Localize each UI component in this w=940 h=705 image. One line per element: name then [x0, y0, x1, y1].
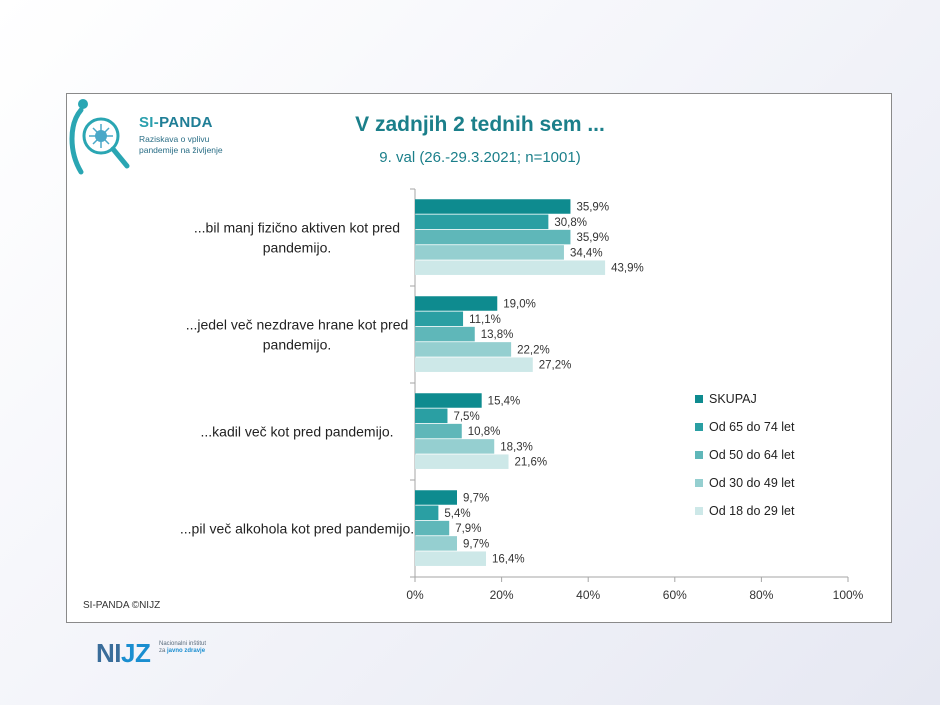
- bar: [415, 342, 512, 357]
- bar: [415, 357, 533, 372]
- chart-title: V zadnjih 2 tednih sem ...: [355, 113, 605, 136]
- logo-subtitle: Raziskava o vplivu pandemije na življenj…: [139, 134, 259, 156]
- data-label: 19,0%: [503, 299, 536, 311]
- chart-subtitle: 9. val (26.-29.3.2021; n=1001): [379, 149, 581, 166]
- legend-label: Od 65 do 74 let: [709, 420, 795, 434]
- data-label: 9,7%: [463, 493, 489, 505]
- category-label: ...bil manj fizično aktiven kot pred: [194, 220, 400, 236]
- legend-swatch: [695, 423, 703, 431]
- bar: [415, 311, 464, 327]
- bar: [415, 439, 495, 454]
- data-label: 27,2%: [539, 360, 572, 372]
- x-tick-label: 0%: [406, 588, 424, 602]
- bar: [415, 214, 549, 230]
- data-label: 18,3%: [500, 441, 533, 453]
- x-tick-label: 20%: [490, 588, 514, 602]
- bar: [415, 505, 439, 521]
- legend-label: Od 30 do 49 let: [709, 476, 795, 490]
- nijz-wordmark: NIJZ: [96, 638, 151, 668]
- nijz-description: Nacionalni inštitut za javno zdravje: [159, 641, 239, 655]
- legend-label: SKUPAJ: [709, 392, 757, 406]
- bar: [415, 260, 606, 275]
- data-label: 7,5%: [453, 411, 479, 423]
- legend-label: Od 18 do 29 let: [709, 504, 795, 518]
- category-label: pandemijo.: [263, 337, 332, 353]
- data-label: 34,4%: [570, 247, 603, 259]
- category-label: ...jedel več nezdrave hrane kot pred: [186, 317, 409, 333]
- x-tick-label: 80%: [749, 588, 773, 602]
- x-tick-label: 100%: [833, 588, 864, 602]
- data-label: 10,8%: [468, 426, 501, 438]
- bar: [415, 229, 571, 245]
- data-label: 7,9%: [455, 523, 481, 535]
- bar: [415, 296, 498, 311]
- data-label: 43,9%: [611, 263, 644, 275]
- bar: [415, 520, 450, 536]
- data-label: 11,1%: [469, 314, 501, 326]
- legend-swatch: [695, 395, 703, 403]
- bar: [415, 423, 462, 439]
- bar: [415, 408, 448, 424]
- bar: [415, 490, 458, 505]
- logo-subtitle-line-2: pandemije na življenje: [139, 145, 223, 155]
- data-label: 5,4%: [444, 508, 470, 520]
- category-label: ...pil več alkohola kot pred pandemijo.: [180, 521, 414, 537]
- bar: [415, 454, 509, 469]
- bar: [415, 326, 475, 342]
- legend-swatch: [695, 451, 703, 459]
- logo-brand-text: SI-PANDA: [139, 114, 213, 131]
- category-label: ...kadil več kot pred pandemijo.: [201, 424, 394, 440]
- bar: [415, 551, 487, 566]
- data-label: 15,4%: [488, 396, 521, 408]
- data-label: 16,4%: [492, 554, 525, 566]
- bar: [415, 393, 482, 408]
- footer-credit: SI-PANDA ©NIJZ: [83, 600, 161, 611]
- category-label: pandemijo.: [263, 240, 332, 256]
- bar: [415, 245, 564, 260]
- si-panda-logo-icon: [69, 99, 130, 175]
- data-label: 13,8%: [481, 329, 514, 341]
- legend-swatch: [695, 507, 703, 515]
- bar: [415, 536, 458, 551]
- data-label: 22,2%: [517, 344, 550, 356]
- x-tick-label: 40%: [576, 588, 600, 602]
- bar-chart: 0% 20% 40% 60% 80% 100% 35,9% 30,8% 35,9% 34,4% 43…: [180, 188, 864, 602]
- x-tick-label: 60%: [663, 588, 687, 602]
- data-label: 35,9%: [576, 202, 609, 214]
- data-label: 9,7%: [463, 538, 489, 550]
- data-label: 35,9%: [576, 232, 609, 244]
- logo-subtitle-line-1: Raziskava o vplivu: [139, 134, 210, 144]
- chart-panel: SI-PANDA Raziskava o vplivu pandemije na…: [66, 93, 892, 623]
- nijz-desc-line-2: za javno zdravje: [159, 648, 206, 654]
- nijz-desc-line-1: Nacionalni inštitut: [159, 641, 207, 647]
- legend-swatch: [695, 479, 703, 487]
- legend-label: Od 50 do 64 let: [709, 448, 795, 462]
- bar: [415, 199, 571, 214]
- data-label: 30,8%: [554, 217, 587, 229]
- data-label: 21,6%: [515, 457, 548, 469]
